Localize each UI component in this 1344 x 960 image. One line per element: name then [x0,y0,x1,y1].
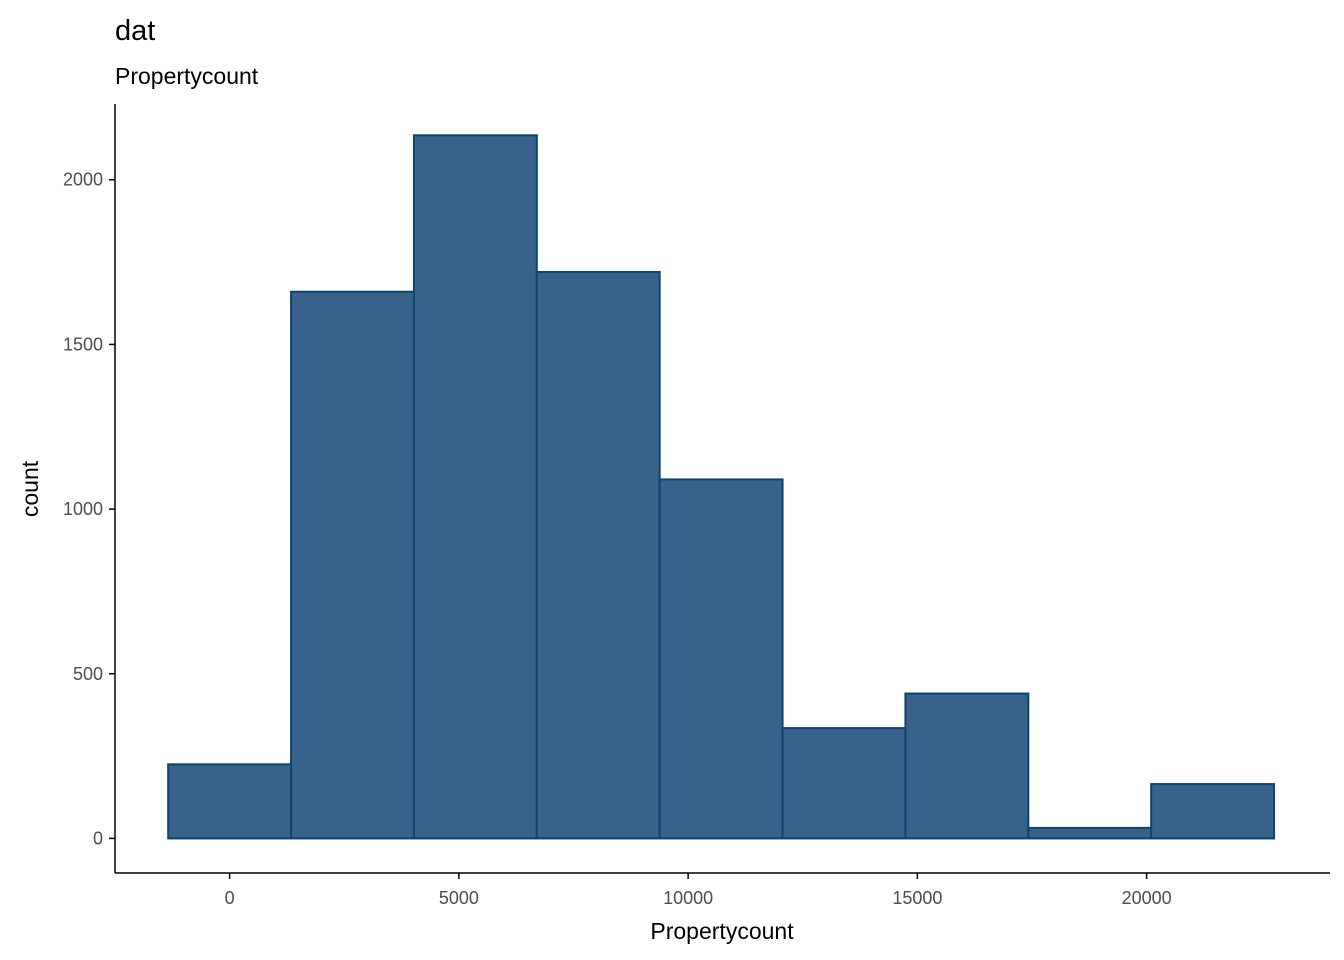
y-axis-title: count [17,460,43,517]
histogram-bar-3 [535,270,661,840]
histogram-bar-1 [290,290,415,840]
x-tick-label-15000: 15000 [892,888,942,908]
x-tick-label-5000: 5000 [439,888,479,908]
chart-subtitle: Propertycount [115,63,259,89]
histogram-bar-8 [1150,783,1276,840]
y-tick-label-2000: 2000 [63,170,103,190]
bars-layer [167,134,1276,840]
x-tick-label-0: 0 [225,888,235,908]
y-tick-label-0: 0 [93,828,103,848]
x-tick-label-20000: 20000 [1122,888,1172,908]
histogram-bar-5 [781,727,907,840]
histogram-bar-2 [412,134,538,840]
y-tick-label-1000: 1000 [63,499,103,519]
y-tick-label-1500: 1500 [63,334,103,354]
histogram-bar-0 [167,763,293,840]
x-tick-label-10000: 10000 [663,888,713,908]
histogram-bar-4 [658,478,784,840]
histogram-bar-6 [904,692,1030,840]
y-tick-label-500: 500 [73,664,103,684]
chart-title: dat [115,15,155,47]
x-axis-title: Propertycount [650,918,794,944]
histogram-bar-7 [1027,826,1153,840]
